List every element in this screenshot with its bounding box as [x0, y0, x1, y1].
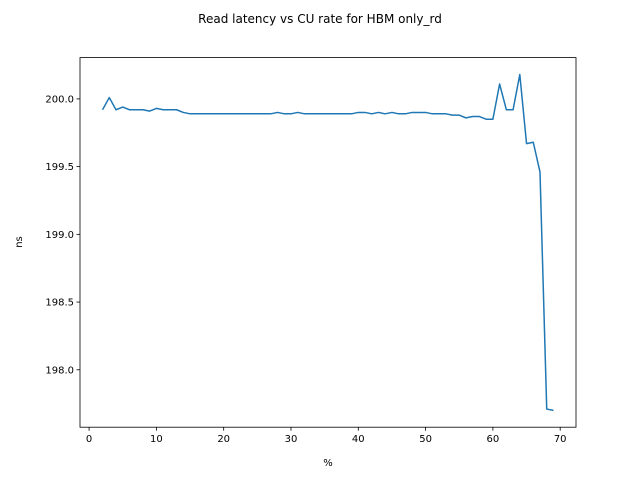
x-axis-label: % — [323, 458, 333, 469]
x-tick-label: 0 — [86, 434, 92, 445]
data-line — [101, 73, 554, 412]
x-tick-label: 50 — [419, 434, 432, 445]
x-tick-label: 20 — [217, 434, 230, 445]
y-tick-label: 200.0 — [45, 94, 74, 105]
plot-frame — [79, 57, 577, 428]
x-tick-label: 10 — [150, 434, 163, 445]
y-tick-label: 199.0 — [45, 230, 74, 241]
y-tick-label: 198.5 — [45, 298, 74, 309]
y-tick-label: 198.0 — [45, 365, 74, 376]
y-axis-label: ns — [14, 236, 25, 248]
chart-title: Read latency vs CU rate for HBM only_rd — [198, 12, 442, 26]
x-tick-label: 40 — [352, 434, 365, 445]
x-tick-label: 70 — [554, 434, 567, 445]
y-tick-label: 199.5 — [45, 162, 74, 173]
x-tick-label: 60 — [487, 434, 500, 445]
x-tick-label: 30 — [285, 434, 298, 445]
